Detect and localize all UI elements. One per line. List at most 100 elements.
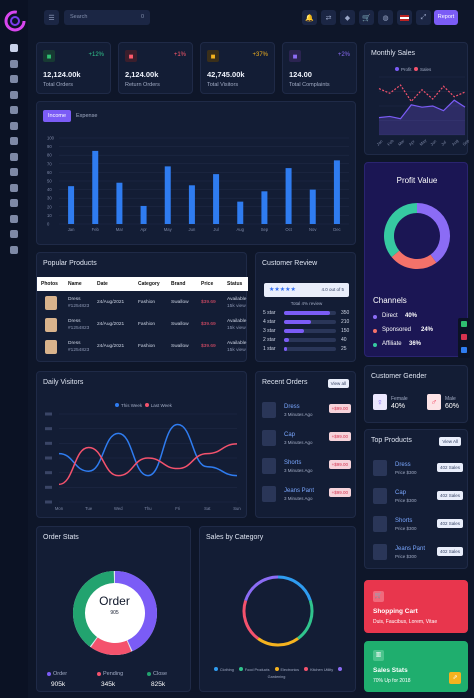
shuffle-icon[interactable]: ⇄ [321,10,336,25]
stat-value: 124.00 [289,70,312,79]
review-bar-value: 350 [341,310,350,316]
review-bar-label: 4 star [263,319,276,325]
sidebar-item-icon[interactable] [10,230,18,238]
sidebar-item-icon[interactable] [10,75,18,83]
product-photo [45,340,57,354]
sales-stats-card[interactable]: ▥ Sales Stats 70% Up for 2018 ⇗ [364,641,468,692]
globe-icon[interactable]: ◍ [378,10,393,25]
report-button[interactable]: Report [434,10,458,25]
male-pct: 60% [445,403,460,410]
top-product-sales: 402 Sales [436,463,463,472]
sidebar-item-icon[interactable] [10,59,18,68]
logo-icon[interactable] [4,10,26,32]
table-row[interactable]: Dress #1254823 24/Aug/2021 Fashion Swallow $3… [41,315,249,337]
top-product-price: Price $300 [395,554,417,559]
shopping-cart-sub: Duis, Faucibus, Lorem, Vitae [373,619,438,625]
bell-icon[interactable]: 🔔 [302,10,317,25]
table-row[interactable]: Dress #1254823 24/Aug/2021 Fashion Swallow $3… [41,337,249,359]
top-products-title: Top Products [371,437,412,444]
legend-dot [97,672,101,676]
male-label: Male [445,396,456,402]
product-status: Available [227,341,247,346]
order-time: 3 Minutes Ago [284,440,313,445]
x-tick-label: Thu [144,506,152,511]
sidebar-item-icon[interactable] [10,245,18,254]
table-header-cell: Date [97,281,108,287]
sidebar-item-icon[interactable] [10,121,18,130]
shopping-cart-card[interactable]: 🛒 Shopping Cart Duis, Faucibus, Lorem, V… [364,580,468,633]
legend-dot [213,667,218,671]
x-tick-label: Feb [386,138,395,147]
list-item[interactable]: Dress Price $300 402 Sales [365,458,469,482]
category-legend-label: Clothing [219,668,234,672]
tool-icon[interactable] [461,347,467,353]
product-brand: Swallow [171,300,189,305]
x-tick-label: Sep [461,138,470,147]
order-photo [262,430,276,446]
top-product-name: Jeans Pant [395,546,426,552]
sidebar-item-icon[interactable] [10,183,18,192]
legend-value: 825k [151,681,166,688]
sidebar-item-icon[interactable] [10,44,18,52]
cart-icon[interactable]: 🛒 [359,10,374,25]
review-bar-fill [284,329,304,333]
list-item[interactable]: Cap 3 Minutes Ago +$99.00 [256,428,357,452]
top-products-card: Top Products View All Dress Price $300 402… [364,429,468,569]
view-all-products-button[interactable]: View All [439,437,461,446]
list-item[interactable]: Cap Price $300 402 Sales [365,486,469,510]
order-time: 3 Minutes Ago [284,468,313,473]
review-bar-value: 40 [341,337,347,343]
table-row[interactable]: Dress #1254823 24/Aug/2021 Fashion Swallow $3… [41,293,249,315]
search-input[interactable]: Search [70,14,88,20]
stat-pct: +2% [337,52,350,58]
flag-icon[interactable] [397,10,412,25]
x-tick-label: Jun [429,139,437,147]
sales-stats-action-icon[interactable]: ⇗ [449,672,461,684]
bar-jan [68,186,75,224]
review-bar-label: 3 star [263,328,276,334]
search-shortcut: 0 [140,14,144,20]
expand-icon[interactable]: ⤢ [416,10,431,25]
sidebar-item-icon[interactable] [10,214,18,223]
category-legend-label: Gardening [267,675,286,679]
product-brand: Swallow [171,322,189,327]
tab-expense[interactable]: Expense [76,113,98,119]
list-item[interactable]: Shorts Price $300 402 Sales [365,514,469,538]
sidebar-item-icon[interactable] [10,168,18,176]
list-item[interactable]: Dress 3 Minutes Ago +$99.00 [256,400,357,424]
x-tick-label: Mon [55,506,64,511]
sidebar-item-icon[interactable] [10,90,18,99]
stat-label: Total Orders [43,82,73,88]
legend-value: 345k [101,681,116,688]
order-stats-donut [73,571,157,655]
stat-value: 42,745.00k [207,70,245,79]
tab-income[interactable]: Income [43,110,72,122]
sidebar-item-icon[interactable] [10,152,18,161]
list-item[interactable]: Shorts 3 Minutes Ago +$99.00 [256,456,357,480]
sidebar-item-icon[interactable] [10,137,18,145]
order-photo [262,486,276,502]
donut-hole [85,583,145,643]
search-box[interactable]: Search 0 [64,10,150,25]
list-item[interactable]: Jeans Pant Price $300 402 Sales [365,542,469,566]
product-price: $39.69 [201,322,216,327]
list-item[interactable]: Jeans Pant 3 Minutes Ago +$99.00 [256,484,357,508]
menu-icon[interactable]: ☰ [44,10,59,25]
sales-category-title: Sales by Category [206,534,264,541]
legend-this-week: This Week [121,403,143,408]
product-id: #1254823 [68,304,90,309]
legend-last-week: Last Week [150,403,172,408]
sidebar-item-icon[interactable] [10,106,18,114]
sidebar-item-icon[interactable] [10,199,18,207]
stat-card: ■ +2% 124.00 Total Complaints [282,42,357,94]
tool-icon[interactable] [461,334,467,340]
view-all-orders-button[interactable]: View all [327,379,349,388]
table-header-cell: Category [138,281,160,287]
tool-icon[interactable] [461,321,467,327]
product-price: $39.69 [201,344,216,349]
puzzle-icon[interactable]: ◆ [340,10,355,25]
product-photo [45,318,57,332]
y-tick-label: 10 [47,213,52,218]
series-line-this-week [58,423,238,477]
y-tick-label [45,412,52,416]
